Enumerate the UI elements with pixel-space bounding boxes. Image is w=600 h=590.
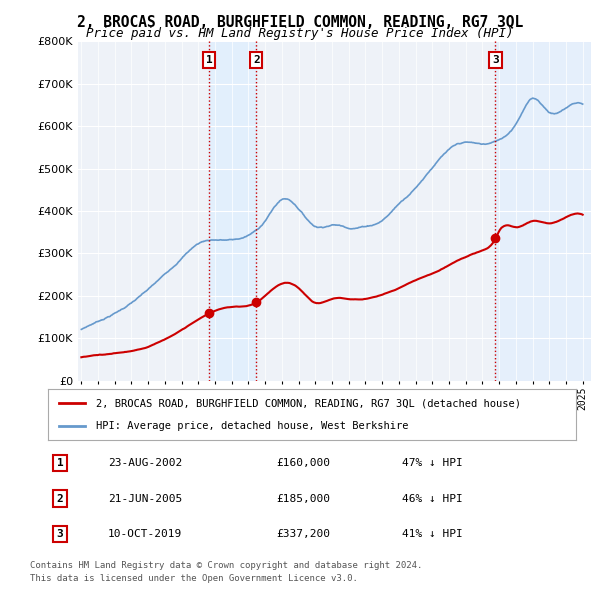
Text: £337,200: £337,200 bbox=[276, 529, 330, 539]
Text: 21-JUN-2005: 21-JUN-2005 bbox=[108, 494, 182, 503]
Text: £185,000: £185,000 bbox=[276, 494, 330, 503]
Text: 47% ↓ HPI: 47% ↓ HPI bbox=[402, 458, 463, 468]
Text: 3: 3 bbox=[492, 55, 499, 65]
Bar bbox=[496, 41, 591, 381]
Text: Contains HM Land Registry data © Crown copyright and database right 2024.: Contains HM Land Registry data © Crown c… bbox=[30, 560, 422, 570]
Text: 23-AUG-2002: 23-AUG-2002 bbox=[108, 458, 182, 468]
Text: 1: 1 bbox=[56, 458, 64, 468]
Text: 2: 2 bbox=[56, 494, 64, 503]
Text: 2: 2 bbox=[253, 55, 260, 65]
Text: 1: 1 bbox=[206, 55, 212, 65]
Text: 3: 3 bbox=[56, 529, 64, 539]
Text: 46% ↓ HPI: 46% ↓ HPI bbox=[402, 494, 463, 503]
Text: Price paid vs. HM Land Registry's House Price Index (HPI): Price paid vs. HM Land Registry's House … bbox=[86, 27, 514, 40]
Text: 10-OCT-2019: 10-OCT-2019 bbox=[108, 529, 182, 539]
Bar bbox=[209, 41, 256, 381]
Text: 41% ↓ HPI: 41% ↓ HPI bbox=[402, 529, 463, 539]
Text: HPI: Average price, detached house, West Berkshire: HPI: Average price, detached house, West… bbox=[95, 421, 408, 431]
Text: 2, BROCAS ROAD, BURGHFIELD COMMON, READING, RG7 3QL (detached house): 2, BROCAS ROAD, BURGHFIELD COMMON, READI… bbox=[95, 398, 521, 408]
Text: 2, BROCAS ROAD, BURGHFIELD COMMON, READING, RG7 3QL: 2, BROCAS ROAD, BURGHFIELD COMMON, READI… bbox=[77, 15, 523, 30]
Text: £160,000: £160,000 bbox=[276, 458, 330, 468]
Text: This data is licensed under the Open Government Licence v3.0.: This data is licensed under the Open Gov… bbox=[30, 573, 358, 583]
